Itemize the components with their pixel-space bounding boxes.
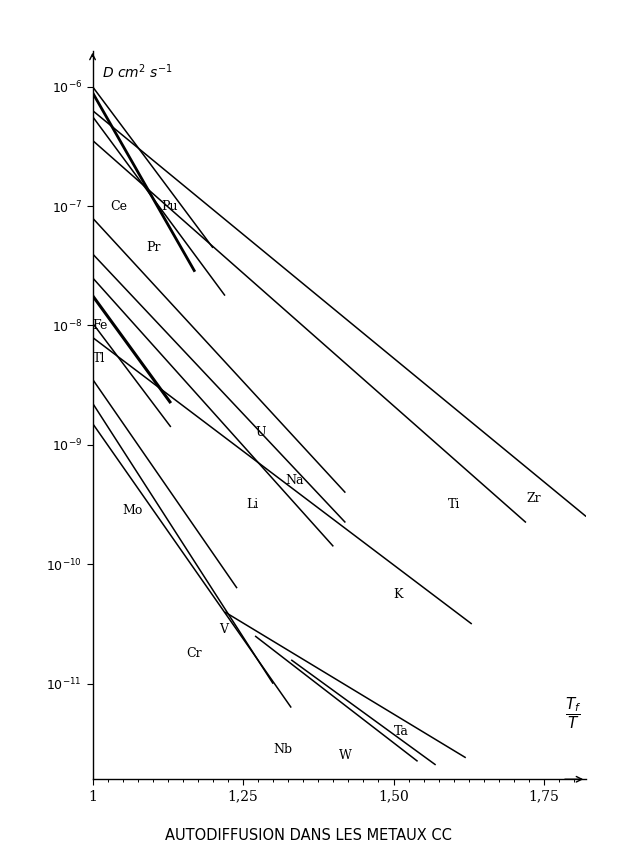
Text: Pu: Pu [162,200,178,213]
Text: AUTODIFFUSION DANS LES METAUX CC: AUTODIFFUSION DANS LES METAUX CC [165,828,452,843]
Text: Nb: Nb [273,743,292,756]
Text: K: K [394,588,403,601]
Text: Zr: Zr [526,492,540,505]
Text: V: V [219,623,228,636]
Text: Ce: Ce [110,200,128,213]
Text: Mo: Mo [123,504,143,517]
Text: Cr: Cr [186,647,202,661]
Text: Tl: Tl [93,352,105,365]
Text: W: W [339,749,352,761]
Text: Ti: Ti [448,498,460,511]
Text: $\dfrac{T_f}{T}$: $\dfrac{T_f}{T}$ [565,696,581,731]
Text: $D$ $cm^2$ $s^{-1}$: $D$ $cm^2$ $s^{-1}$ [102,63,173,81]
Text: Na: Na [285,474,304,487]
Text: Pr: Pr [147,241,161,254]
Text: Li: Li [246,498,259,511]
Text: Ta: Ta [394,725,408,738]
Text: Fe: Fe [93,319,108,332]
Text: U: U [255,426,265,440]
